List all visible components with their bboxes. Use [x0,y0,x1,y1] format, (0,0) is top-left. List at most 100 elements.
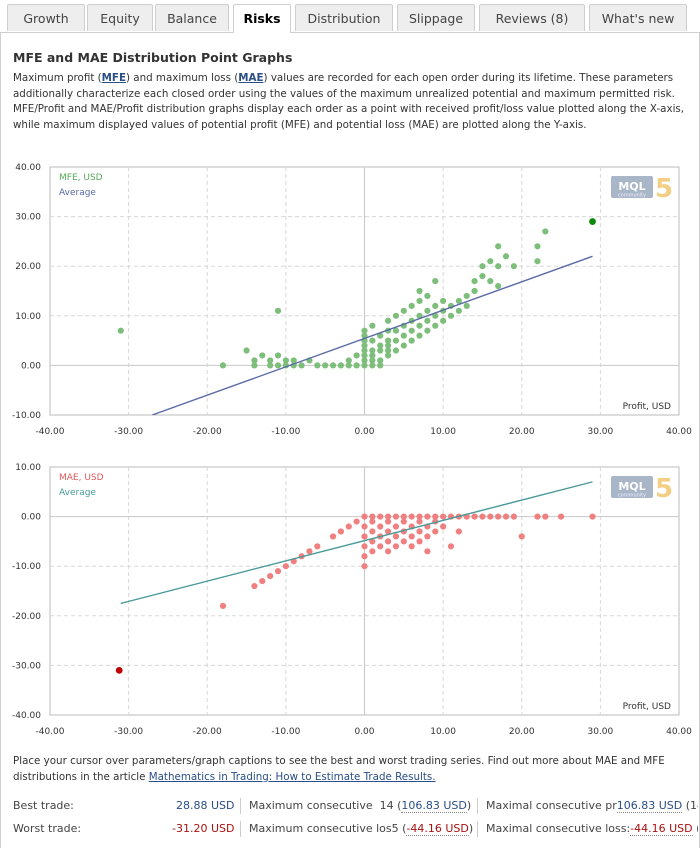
data-point [361,563,368,570]
data-point [424,513,431,520]
tab-underline [291,32,700,33]
data-point [384,347,392,354]
data-point [369,337,376,344]
average-line [120,481,593,605]
data-point [369,548,376,555]
tab-whats-new[interactable]: What's new [589,4,687,31]
data-point [455,528,462,535]
tab-growth[interactable]: Growth [7,4,85,31]
data-point [432,513,439,520]
data-point [463,302,470,309]
data-point [440,513,447,520]
data-point [377,342,384,349]
data-point [400,342,407,349]
stats-row: Best trade: 28.88 USD Maximum consecutiv… [0,796,700,816]
x-tick-label: 30.00 [587,727,613,737]
data-point [542,228,549,235]
data-point [384,538,392,545]
average-line [151,255,593,415]
data-point [471,513,478,520]
data-point [329,533,337,540]
legend-series: MFE, USD [59,173,103,183]
data-point [369,347,376,354]
maximal-consecutive-loss[interactable]: Maximal consecutive loss:-44.16 USD (5 [486,822,698,836]
max-consecutive-losses[interactable]: Maximum consecutive los5 (-44.16 USD) [249,822,474,836]
tab-distribution[interactable]: Distribution [295,4,393,31]
maximal-consecutive-loss-value[interactable]: -44.16 USD [630,822,693,836]
x-axis-label: Profit, USD [623,402,671,412]
tab-slippage[interactable]: Slippage [397,4,475,31]
data-point [353,362,360,369]
mfe-scatter-chart: -40.00 -30.00 -20.00 -10.00 0.00 10.00 20.00 30… [12,163,692,437]
info-note: Place your cursor over parameters/graph … [13,754,697,785]
x-tick-label: -40.00 [35,427,64,437]
data-point [267,573,274,580]
data-point [377,347,384,354]
data-point [479,513,486,520]
data-point [314,543,321,550]
note-text: Place your cursor over parameters/graph … [13,755,665,783]
max-consecutive-wins[interactable]: Maximum consecutive 14 (106.83 USD) [249,799,472,813]
y-tick-label: 10.00 [15,463,41,473]
data-point [353,518,360,525]
max-consecutive-losses-value[interactable]: -44.16 USD [406,822,469,836]
data-point [377,362,384,369]
article-link[interactable]: Mathematics in Trading: How to Estimate … [148,770,436,783]
max-consecutive-wins-value[interactable]: 106.83 USD [401,799,467,813]
data-point [369,528,376,535]
data-point [377,357,384,364]
data-point [384,317,392,324]
description-text: ) and maximum loss ( [126,72,239,84]
data-point [440,317,447,324]
data-point [117,327,124,334]
data-point [384,337,392,344]
data-point [495,243,502,250]
x-tick-label: -20.00 [193,727,222,737]
data-point [274,307,282,314]
data-point [510,263,517,270]
mfe-link[interactable]: MFE [101,72,126,84]
data-point [487,277,494,285]
page-title: MFE and MAE Distribution Point Graphs [13,50,293,65]
data-point [432,302,439,309]
data-point [282,357,289,364]
maximal-consecutive-profit-value[interactable]: 106.83 USD [616,799,683,813]
tab-risks[interactable]: Risks [233,4,291,33]
y-tick-label: 0.00 [21,513,41,523]
tab-balance[interactable]: Balance [155,4,229,31]
data-point [487,258,494,265]
data-point [306,548,313,555]
data-point [337,362,345,369]
x-tick-label: 10.00 [430,427,456,437]
data-point [392,327,400,334]
y-tick-label: 10.00 [15,312,41,322]
data-point [251,582,258,590]
data-point [455,297,462,305]
data-point [440,523,447,530]
data-point [424,533,431,540]
mql-logo-version: 5 [655,474,673,504]
data-point [369,322,376,329]
data-point [377,523,384,530]
x-tick-label: 30.00 [587,427,613,437]
best-trade-label: Best trade: [13,799,74,812]
data-point [322,362,329,369]
data-point [369,513,376,520]
data-point [416,518,423,525]
tab-reviews[interactable]: Reviews (8) [479,4,585,31]
plot-marks [117,218,596,415]
data-point [361,327,368,334]
mae-link[interactable]: MAE [238,72,264,84]
data-point [400,513,407,520]
maximal-consecutive-profit[interactable]: Maximal consecutive pr106.83 USD (14 [486,799,698,813]
data-point [424,327,431,334]
data-point [416,332,423,339]
data-point [267,357,274,364]
worst-trade-label: Worst trade: [13,822,82,835]
data-point [392,533,400,540]
data-point [361,543,368,550]
description: Maximum profit (MFE) and maximum loss (M… [13,71,688,133]
data-point [369,357,376,364]
tab-equity[interactable]: Equity [87,4,153,31]
x-tick-label: -10.00 [271,727,300,737]
